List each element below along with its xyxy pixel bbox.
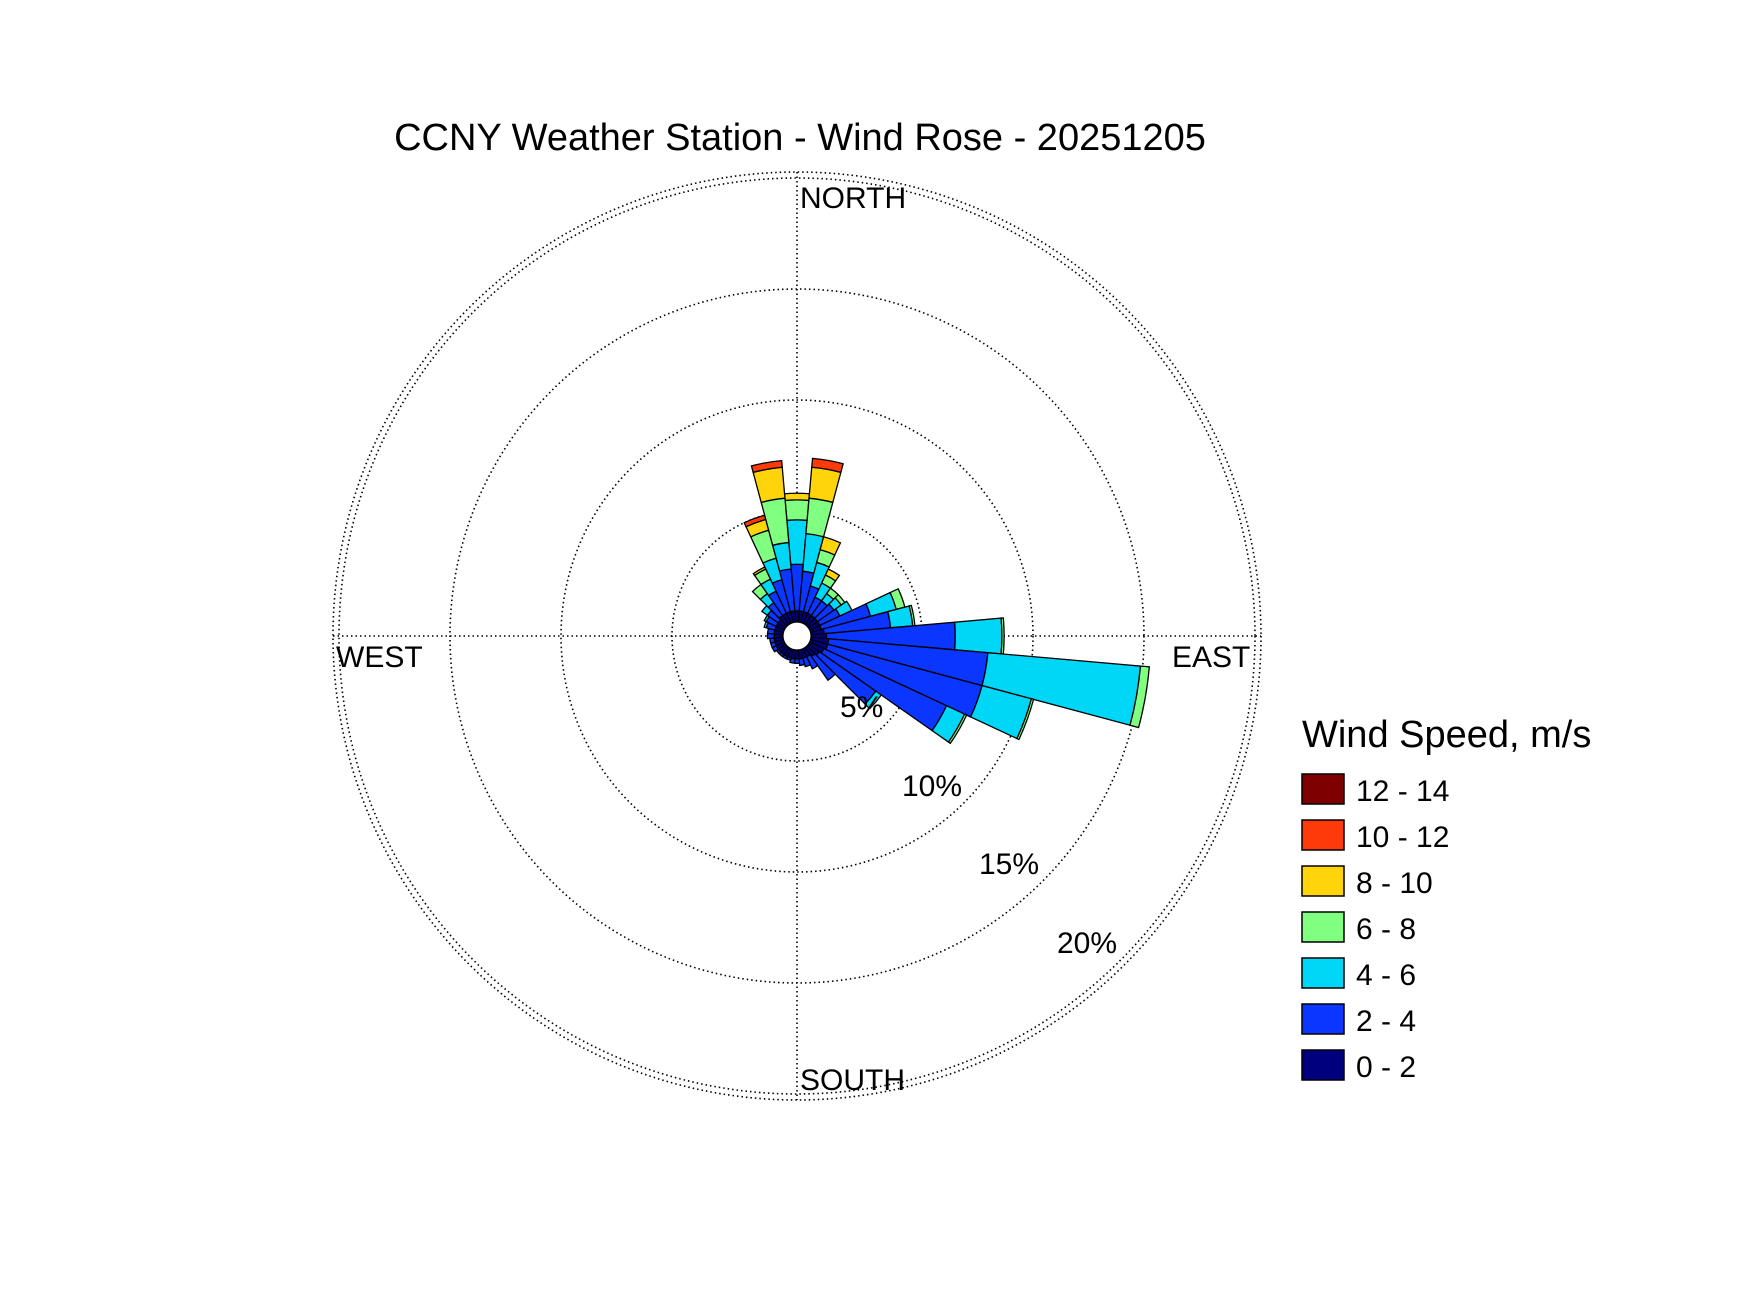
radial-tick-label-20: 20%	[1057, 927, 1117, 960]
petal-90deg-bin-6-8	[1000, 617, 1005, 655]
petal-10deg-bin-8-10	[808, 466, 842, 504]
petal-90deg-bin-4-6	[953, 617, 1003, 655]
legend-label-12-14: 12 - 14	[1356, 775, 1449, 808]
legend: Wind Speed, m/s 12 - 14 10 - 12 8 - 10 6 - …	[1301, 714, 1591, 1084]
wind-rose-petals	[743, 457, 1151, 745]
radial-tick-label-10: 10%	[902, 770, 962, 803]
grid-ring-20	[338, 177, 1256, 1095]
calm-center-circle	[782, 621, 812, 651]
petal-0deg-bin-8-10	[783, 492, 811, 502]
petal-350deg-bin-10-12	[750, 459, 783, 474]
legend-swatch-4-6	[1301, 957, 1345, 989]
petal-20deg-bin-8-10	[819, 535, 842, 556]
legend-title: Wind Speed, m/s	[1302, 714, 1591, 756]
petal-30deg-bin-8-10	[824, 568, 841, 582]
legend-swatch-10-12	[1301, 819, 1345, 851]
legend-label-2-4: 2 - 4	[1356, 1005, 1416, 1038]
petal-350deg-bin-8-10	[752, 466, 786, 504]
legend-label-4-6: 4 - 6	[1356, 959, 1416, 992]
petal-100deg-bin-6-8	[1129, 665, 1151, 729]
legend-items: 12 - 14 10 - 12 8 - 10 6 - 8 4 - 6 2 - 4 0 - 2	[1301, 773, 1449, 1084]
legend-label-10-12: 10 - 12	[1356, 821, 1449, 854]
petal-10deg-bin-6-8	[805, 497, 834, 538]
legend-swatch-0-2	[1301, 1049, 1345, 1081]
direction-label-north: NORTH	[800, 182, 906, 215]
legend-swatch-6-8	[1301, 911, 1345, 943]
legend-label-0-2: 0 - 2	[1356, 1051, 1416, 1084]
petal-130deg-bin-4-6	[864, 690, 883, 710]
legend-swatch-8-10	[1301, 865, 1345, 897]
petal-120deg-bin-6-8	[947, 713, 968, 745]
radial-tick-label-5: 5%	[840, 691, 883, 724]
legend-label-8-10: 8 - 10	[1356, 867, 1433, 900]
petal-10deg-bin-10-12	[811, 457, 844, 474]
direction-label-west: WEST	[336, 641, 423, 674]
grid-ring-10	[560, 399, 1034, 873]
direction-label-south: SOUTH	[800, 1064, 905, 1097]
legend-swatch-12-14	[1301, 773, 1345, 805]
direction-label-east: EAST	[1172, 641, 1250, 674]
radial-tick-label-15: 15%	[979, 848, 1039, 881]
legend-label-6-8: 6 - 8	[1356, 913, 1416, 946]
legend-swatch-2-4	[1301, 1003, 1345, 1035]
petal-0deg-bin-6-8	[784, 499, 810, 522]
chart-title: CCNY Weather Station - Wind Rose - 20251…	[394, 117, 1206, 159]
petal-110deg-bin-6-8	[1016, 698, 1035, 741]
